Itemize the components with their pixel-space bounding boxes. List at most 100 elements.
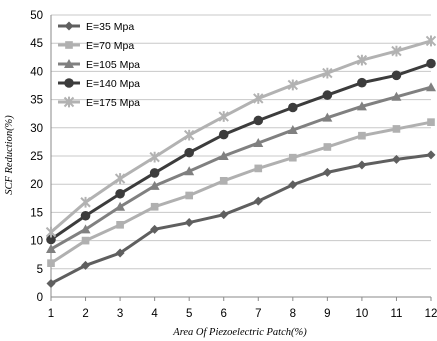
legend-item: E=140 Mpa xyxy=(58,78,140,90)
x-tick-label: 2 xyxy=(82,308,88,320)
data-point xyxy=(391,70,402,81)
data-point xyxy=(150,224,160,234)
data-point xyxy=(322,90,333,100)
data-point xyxy=(391,154,401,164)
data-point xyxy=(65,41,73,49)
data-point xyxy=(219,210,229,220)
y-tick-label: 30 xyxy=(30,123,43,135)
data-point xyxy=(323,143,332,151)
series-line xyxy=(50,62,432,241)
data-point xyxy=(183,129,195,141)
series-line xyxy=(50,153,432,285)
data-point xyxy=(80,210,91,221)
y-tick-label: 10 xyxy=(30,236,43,248)
legend-item: E=105 Mpa xyxy=(58,59,140,71)
data-point xyxy=(80,196,91,208)
series-2 xyxy=(47,118,435,267)
data-point xyxy=(115,188,125,199)
data-point xyxy=(426,150,436,160)
x-tick-label: 5 xyxy=(186,308,192,320)
series-3 xyxy=(46,82,436,254)
data-point xyxy=(149,168,160,178)
data-point xyxy=(427,118,435,126)
series-line xyxy=(50,85,432,251)
data-point xyxy=(46,278,56,288)
y-tick-label: 20 xyxy=(30,179,43,191)
data-point xyxy=(253,138,264,148)
legend-item: E=175 Mpa xyxy=(58,96,140,109)
x-tick-label: 11 xyxy=(390,308,402,320)
data-point xyxy=(391,45,402,57)
x-tick-label: 3 xyxy=(117,308,123,320)
legend-label: E=175 Mpa xyxy=(86,97,140,109)
x-tick-label: 6 xyxy=(221,308,227,320)
data-point xyxy=(218,151,229,160)
data-point xyxy=(63,96,75,108)
data-point xyxy=(253,93,264,104)
y-tick-label: 15 xyxy=(30,207,43,219)
data-point xyxy=(322,67,333,79)
legend-label: E=35 Mpa xyxy=(86,21,134,33)
x-axis-label: Area Of Piezoelectric Patch(%) xyxy=(172,327,307,338)
data-point xyxy=(81,236,90,245)
data-point xyxy=(64,78,74,88)
legend: E=35 Mpa E=70 Mpa E=105 Mpa E=140 Mpa E=175 … xyxy=(58,21,140,109)
data-point xyxy=(46,244,56,254)
data-point xyxy=(358,131,366,140)
data-point xyxy=(219,176,228,185)
data-point xyxy=(114,173,126,184)
data-point xyxy=(184,147,194,158)
data-point xyxy=(356,54,368,66)
data-point xyxy=(218,111,229,122)
data-point xyxy=(287,125,298,135)
data-point xyxy=(81,260,91,270)
x-tick-labels: 1 2 3 4 5 6 7 8 9 10 11 12 xyxy=(48,308,437,320)
data-point xyxy=(149,180,160,190)
x-tick-label: 7 xyxy=(255,308,261,320)
data-point xyxy=(426,82,436,92)
data-point xyxy=(115,201,126,211)
data-point xyxy=(64,21,74,31)
gridlines xyxy=(51,14,431,298)
data-point xyxy=(288,102,298,113)
data-point xyxy=(425,35,437,47)
data-point xyxy=(322,112,333,122)
data-point xyxy=(253,196,263,206)
data-point xyxy=(47,259,55,267)
data-point xyxy=(254,164,263,173)
data-point xyxy=(357,160,367,170)
series-line xyxy=(50,39,432,234)
legend-label: E=140 Mpa xyxy=(86,78,140,90)
data-point xyxy=(218,129,229,140)
series-5 xyxy=(45,35,437,238)
legend-item: E=70 Mpa xyxy=(58,40,134,52)
x-tick-label: 1 xyxy=(48,308,54,320)
data-point xyxy=(150,202,159,211)
data-point xyxy=(149,151,160,163)
data-point xyxy=(46,234,56,245)
data-point xyxy=(184,166,195,176)
data-point xyxy=(45,226,57,238)
x-tick-label: 12 xyxy=(425,308,437,320)
data-point xyxy=(80,224,91,234)
series-group xyxy=(45,35,437,288)
data-point xyxy=(253,115,264,126)
data-point xyxy=(356,101,367,111)
data-point xyxy=(64,59,74,68)
x-tick-label: 8 xyxy=(290,308,296,320)
data-point xyxy=(392,125,401,133)
legend-label: E=70 Mpa xyxy=(86,40,134,52)
x-tick-label: 9 xyxy=(324,308,330,320)
series-4 xyxy=(46,58,436,245)
data-point xyxy=(115,248,125,258)
y-tick-label: 35 xyxy=(30,95,43,107)
data-point xyxy=(116,220,124,229)
y-tick-label: 0 xyxy=(37,292,43,304)
data-point xyxy=(288,180,298,190)
data-point xyxy=(287,79,299,91)
data-point xyxy=(391,91,402,101)
y-tick-label: 50 xyxy=(30,10,43,22)
data-point xyxy=(185,191,194,200)
